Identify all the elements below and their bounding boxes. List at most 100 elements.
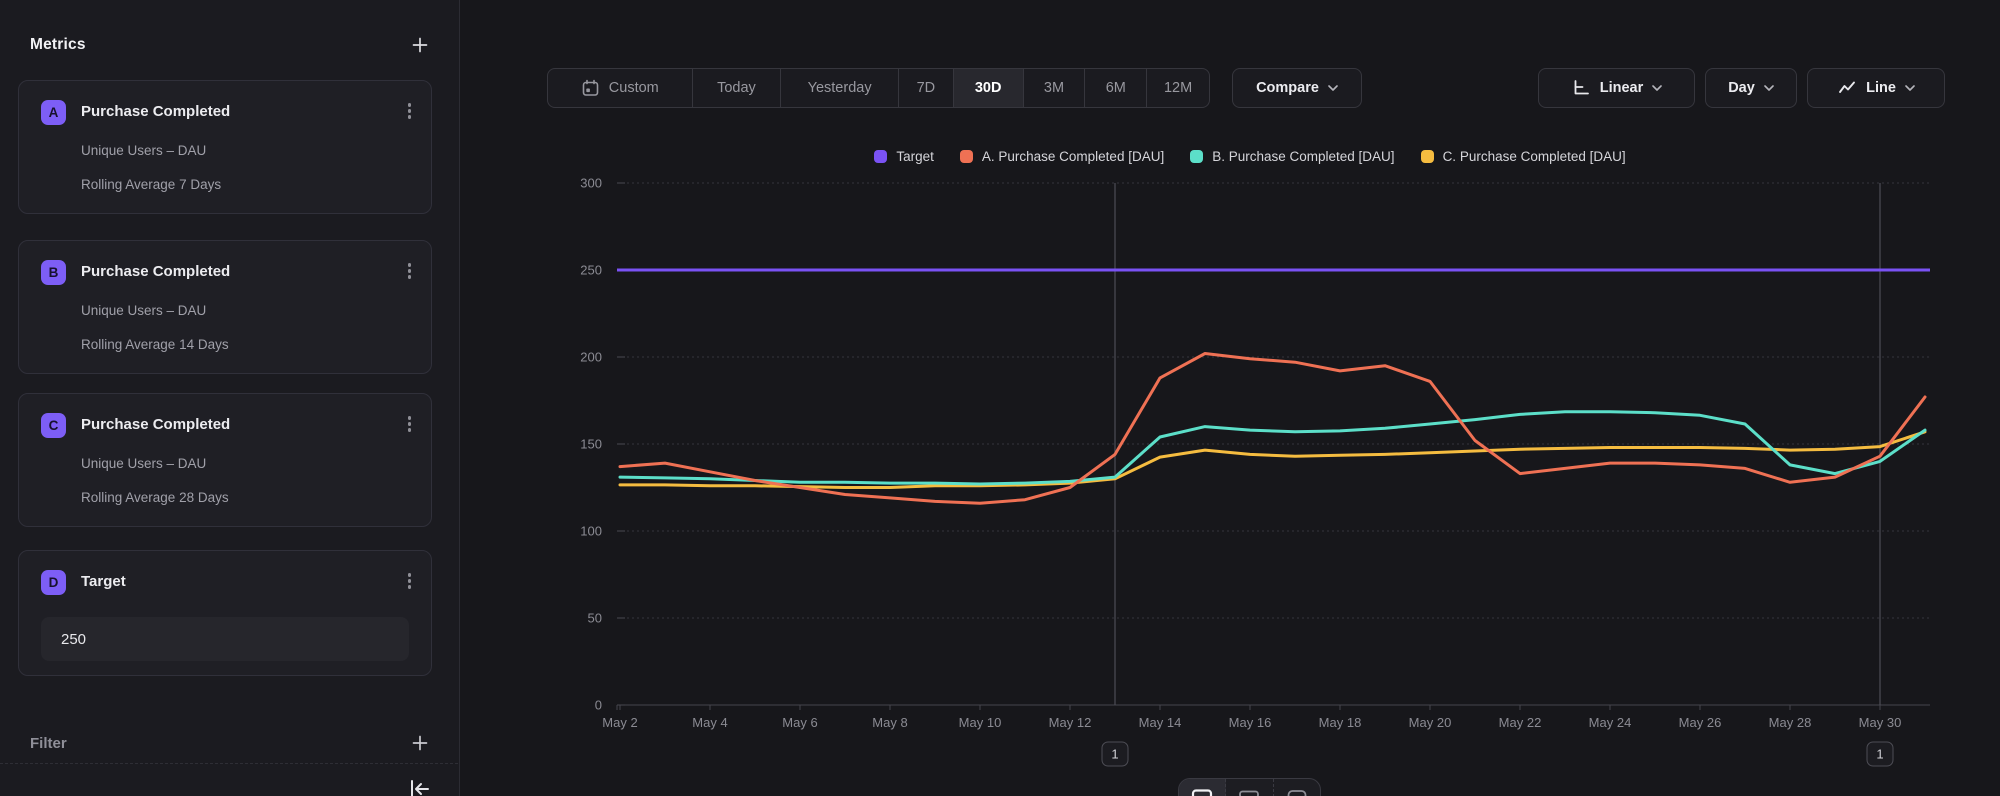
x-axis-label: May 14	[1139, 715, 1182, 730]
range-option-6m[interactable]: 6M	[1085, 69, 1147, 107]
chevron-down-icon	[1328, 85, 1338, 91]
x-axis-label: May 6	[782, 715, 817, 730]
y-axis-label-200: 200	[580, 350, 602, 365]
range-option-30d[interactable]: 30D	[954, 69, 1024, 107]
filter-header-row: Filter	[30, 729, 431, 757]
range-label: Yesterday	[808, 80, 872, 96]
sidebar-divider	[0, 763, 458, 764]
range-label: 3M	[1044, 80, 1064, 96]
x-axis-label: May 8	[872, 715, 907, 730]
x-axis-label: May 24	[1589, 715, 1632, 730]
compare-label: Compare	[1256, 80, 1319, 96]
rounded-square-style-icon	[1286, 789, 1308, 796]
linear-scale-icon	[1571, 78, 1591, 98]
chart-type-button[interactable]: Line	[1807, 68, 1945, 108]
series-line-3	[620, 432, 1925, 488]
annotation-badge-label: 1	[1876, 747, 1883, 762]
metric-card[interactable]: A Purchase Completed Unique Users – DAU …	[18, 80, 432, 214]
metrics-sidebar: Metrics A Purchase Completed Unique User…	[0, 0, 460, 796]
x-axis-label: May 30	[1859, 715, 1902, 730]
grid-style-icon-option-3[interactable]	[1274, 779, 1320, 796]
calendar-icon	[581, 79, 600, 98]
chart-style-option-1[interactable]	[1179, 779, 1226, 796]
plus-icon	[411, 734, 429, 752]
chart-style-toolbar	[1178, 778, 1321, 796]
metric-measure: Unique Users – DAU	[81, 143, 206, 158]
y-axis-label-50: 50	[588, 611, 602, 626]
x-axis-label: May 4	[692, 715, 727, 730]
add-metric-button[interactable]	[409, 34, 431, 56]
plus-icon	[411, 36, 429, 54]
range-option-custom[interactable]: Custom	[548, 69, 693, 107]
square-style-icon	[1191, 789, 1213, 796]
rows-style-icon	[1238, 789, 1260, 796]
range-option-12m[interactable]: 12M	[1147, 69, 1209, 107]
metric-measure: Unique Users – DAU	[81, 456, 206, 471]
collapse-left-icon	[407, 778, 431, 796]
kebab-menu-icon[interactable]	[404, 99, 416, 123]
interval-label: Day	[1728, 80, 1755, 96]
kebab-menu-icon[interactable]	[404, 259, 416, 283]
x-axis-label: May 10	[959, 715, 1002, 730]
kebab-menu-icon[interactable]	[404, 412, 416, 436]
line-chart-icon	[1837, 78, 1857, 98]
range-option-today[interactable]: Today	[693, 69, 782, 107]
kebab-menu-icon[interactable]	[404, 569, 416, 593]
range-label: 7D	[917, 80, 936, 96]
range-option-7d[interactable]: 7D	[899, 69, 954, 107]
x-axis-label: May 26	[1679, 715, 1722, 730]
chevron-down-icon	[1764, 85, 1774, 91]
metric-title: Purchase Completed	[81, 103, 230, 120]
y-axis-label-150: 150	[580, 437, 602, 452]
metric-badge: C	[41, 413, 66, 438]
scale-select-button[interactable]: Linear	[1538, 68, 1695, 108]
chevron-down-icon	[1905, 85, 1915, 91]
chart: 0 50 100 150 200 250 300 May 2 May 4 May 6 May 8 Ma…	[540, 135, 1960, 796]
metric-badge: A	[41, 100, 66, 125]
metric-card[interactable]: C Purchase Completed Unique Users – DAU …	[18, 393, 432, 527]
range-label: 12M	[1164, 80, 1192, 96]
x-axis-label: May 16	[1229, 715, 1272, 730]
app-root: Metrics A Purchase Completed Unique User…	[0, 0, 2000, 796]
series-line-1	[620, 354, 1925, 504]
compare-button[interactable]: Compare	[1232, 68, 1362, 108]
chevron-down-icon	[1652, 85, 1662, 91]
metrics-header-row: Metrics	[30, 31, 431, 59]
target-value-input[interactable]: 250	[41, 617, 409, 661]
range-label: Custom	[609, 80, 659, 96]
chart-style-option-2[interactable]	[1226, 779, 1273, 796]
x-axis-label: May 22	[1499, 715, 1542, 730]
target-title: Target	[81, 573, 126, 590]
metric-badge: B	[41, 260, 66, 285]
y-axis-label-100: 100	[580, 524, 602, 539]
range-label: 30D	[975, 80, 1002, 96]
x-axis-label: May 20	[1409, 715, 1452, 730]
chart-type-label: Line	[1866, 80, 1896, 96]
collapse-sidebar-button[interactable]	[405, 776, 433, 796]
date-range-control: Custom Today Yesterday 7D 30D 3M 6M 12M	[547, 68, 1210, 108]
metric-title: Purchase Completed	[81, 263, 230, 280]
metrics-header: Metrics	[30, 36, 86, 54]
metric-card[interactable]: B Purchase Completed Unique Users – DAU …	[18, 240, 432, 374]
y-axis-label-300: 300	[580, 176, 602, 191]
x-axis-label: May 12	[1049, 715, 1092, 730]
range-option-3m[interactable]: 3M	[1024, 69, 1086, 107]
metric-title: Purchase Completed	[81, 416, 230, 433]
y-axis-label-0: 0	[595, 698, 602, 713]
filter-header: Filter	[30, 735, 67, 752]
y-axis-label-250: 250	[580, 263, 602, 278]
x-axis-label: May 18	[1319, 715, 1362, 730]
range-label: Today	[717, 80, 756, 96]
x-axis-label: May 28	[1769, 715, 1812, 730]
metric-transform: Rolling Average 14 Days	[81, 337, 229, 352]
scale-label: Linear	[1600, 80, 1644, 96]
x-axis-label: May 2	[602, 715, 637, 730]
metric-transform: Rolling Average 28 Days	[81, 490, 229, 505]
metric-measure: Unique Users – DAU	[81, 303, 206, 318]
target-card[interactable]: D Target 250	[18, 550, 432, 676]
annotation-badge-label: 1	[1111, 747, 1118, 762]
range-label: 6M	[1106, 80, 1126, 96]
range-option-yesterday[interactable]: Yesterday	[781, 69, 899, 107]
add-filter-button[interactable]	[409, 732, 431, 754]
interval-select-button[interactable]: Day	[1705, 68, 1797, 108]
